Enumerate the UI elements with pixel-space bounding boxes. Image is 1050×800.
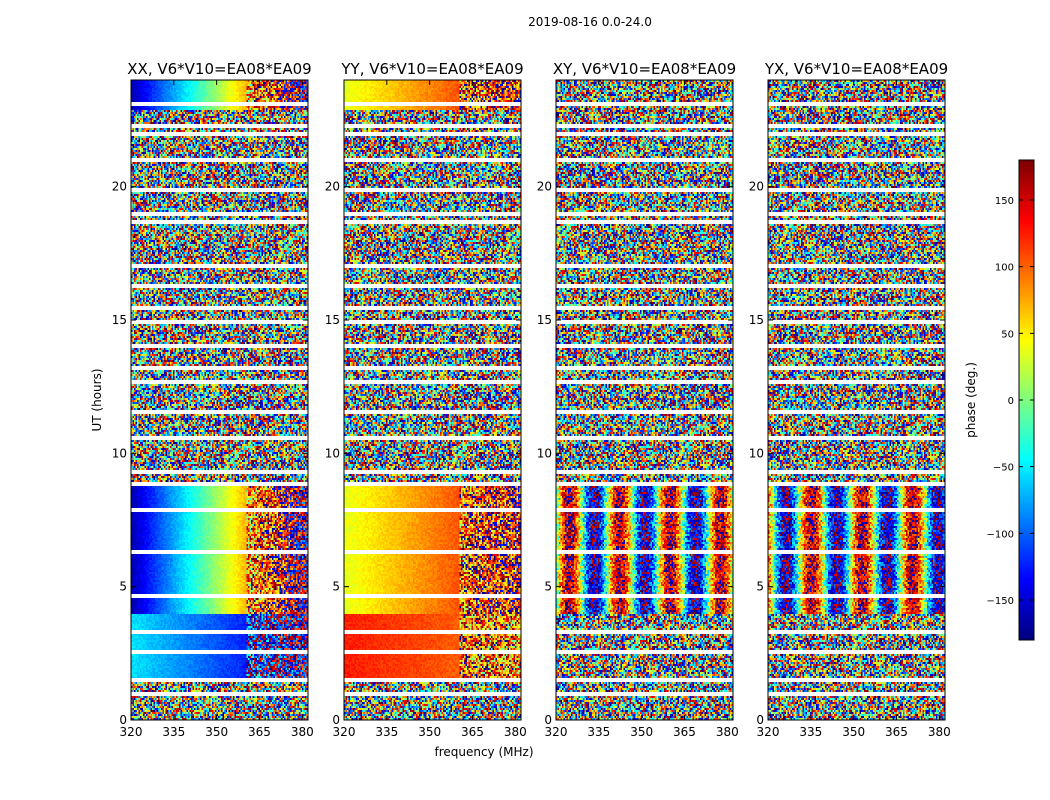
y-tick-label: 10: [325, 446, 340, 460]
y-tick-label: 15: [537, 313, 552, 327]
colorbar-tick-label: 50: [1001, 329, 1014, 340]
y-tick-label: 10: [537, 446, 552, 460]
x-tick-label: 320: [120, 725, 143, 739]
y-tick-label: 5: [119, 580, 127, 594]
x-tick-label: 335: [799, 725, 822, 739]
colorbar-tick-label: −50: [993, 463, 1014, 474]
x-tick-label: 350: [630, 725, 653, 739]
x-axis-label: frequency (MHz): [434, 745, 533, 759]
panel-title: XY, V6*V10=EA08*EA09: [553, 60, 736, 78]
phase-heatmap-yy: [344, 80, 521, 720]
panel-xx: XX, V6*V10=EA08*EA09 320 335 350 365 380 0 5 10 1…: [112, 60, 314, 739]
y-tick-label: 20: [749, 180, 764, 194]
phase-heatmap-xx: [131, 80, 308, 720]
x-tick-label: 350: [205, 725, 228, 739]
panel-title: YX, V6*V10=EA08*EA09: [764, 60, 948, 78]
y-axis-label: UT (hours): [90, 368, 104, 431]
y-tick-label: 15: [112, 313, 127, 327]
colorbar-label: phase (deg.): [964, 362, 978, 438]
colorbar-tick-label: 0: [1008, 396, 1014, 407]
y-tick-label: 15: [749, 313, 764, 327]
y-tick-label: 10: [112, 446, 127, 460]
panel-yx: YX, V6*V10=EA08*EA09 320 335 350 365 380 0 5 10 1…: [749, 60, 951, 739]
panel-frame: [767, 79, 946, 721]
x-tick-label: 335: [587, 725, 610, 739]
colorbar-tick-label: 150: [995, 196, 1014, 207]
x-tick-label: 320: [545, 725, 568, 739]
x-tick-label: 335: [162, 725, 185, 739]
panel-title: YY, V6*V10=EA08*EA09: [340, 60, 523, 78]
colorbar-tick-label: −150: [987, 596, 1014, 607]
x-tick-label: 380: [504, 725, 527, 739]
phase-heatmap-yx: [768, 80, 945, 720]
colorbar: −150 −100 −50 0 50 100 150: [987, 159, 1035, 641]
figure-title: 2019-08-16 0.0-24.0: [528, 15, 652, 29]
x-tick-label: 350: [418, 725, 441, 739]
colorbar-tick-label: 100: [995, 263, 1014, 274]
y-tick-label: 15: [325, 313, 340, 327]
colorbar-tick-label: −100: [987, 529, 1014, 540]
y-tick-label: 0: [756, 713, 764, 727]
x-tick-label: 365: [885, 725, 908, 739]
panel-title: XX, V6*V10=EA08*EA09: [127, 60, 311, 78]
x-tick-label: 380: [716, 725, 739, 739]
x-tick-label: 380: [928, 725, 951, 739]
x-tick-label: 320: [333, 725, 356, 739]
y-tick-label: 5: [756, 580, 764, 594]
x-tick-label: 350: [842, 725, 865, 739]
y-tick-label: 0: [332, 713, 340, 727]
panel-yy: YY, V6*V10=EA08*EA09 320 335 350 365 380 0 5 10 1…: [325, 60, 527, 739]
panel-frame: [343, 79, 522, 721]
phase-heatmap-xy: [556, 80, 733, 720]
x-tick-label: 335: [375, 725, 398, 739]
x-tick-label: 365: [248, 725, 271, 739]
x-tick-label: 365: [461, 725, 484, 739]
x-tick-label: 365: [673, 725, 696, 739]
colorbar-gradient: [1019, 160, 1034, 640]
x-tick-label: 320: [757, 725, 780, 739]
panel-frame: [130, 79, 309, 721]
x-tick-label: 380: [291, 725, 314, 739]
y-tick-label: 0: [119, 713, 127, 727]
y-tick-label: 5: [544, 580, 552, 594]
y-tick-label: 0: [544, 713, 552, 727]
y-tick-label: 20: [537, 180, 552, 194]
panel-xy: XY, V6*V10=EA08*EA09 320 335 350 365 380 0 5 10 1…: [537, 60, 739, 739]
panel-frame: [555, 79, 734, 721]
y-tick-label: 5: [332, 580, 340, 594]
y-tick-label: 20: [112, 180, 127, 194]
y-tick-label: 20: [325, 180, 340, 194]
y-tick-label: 10: [749, 446, 764, 460]
